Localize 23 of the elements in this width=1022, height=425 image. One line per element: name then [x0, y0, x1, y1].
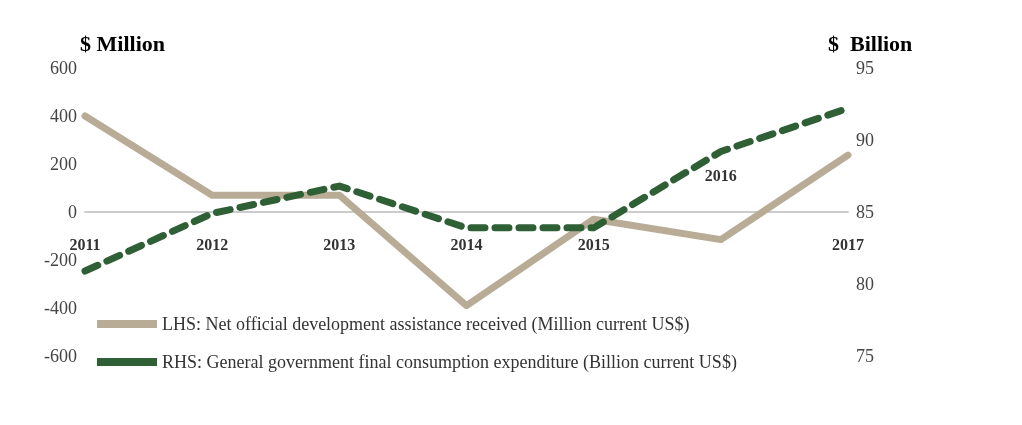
x-tick-label: 2016 [704, 167, 737, 184]
y2-tick-label: 95 [856, 58, 874, 78]
x-tick-label: 2013 [323, 236, 356, 253]
y-tick-label: -600 [44, 346, 77, 366]
x-tick-label: 2017 [832, 236, 864, 253]
y2-tick-label: 90 [856, 130, 874, 150]
y-axis-title: $ Million [80, 30, 165, 56]
x-tick-label: 2011 [69, 236, 101, 253]
legend-label: RHS: General government final consumption expenditure (Billion current US$) [162, 352, 737, 373]
y-tick-label: 200 [50, 154, 77, 174]
y2-tick-label: 85 [856, 202, 874, 222]
legend-label: LHS: Net official development assistance received (Million current US$) [162, 314, 690, 335]
y2-axis-title: $ Billion [828, 30, 913, 56]
x-tick-label: 2015 [577, 236, 610, 253]
y-tick-label: 400 [50, 106, 77, 126]
y-tick-label: -200 [44, 250, 77, 270]
y-tick-label: 600 [50, 58, 77, 78]
x-tick-label: 2012 [196, 236, 229, 253]
y2-tick-label: 80 [856, 274, 874, 294]
y-tick-label: 0 [68, 202, 77, 222]
y2-tick-label: 75 [856, 346, 874, 366]
x-tick-label: 2014 [450, 236, 483, 253]
y-tick-label: -400 [44, 298, 77, 318]
